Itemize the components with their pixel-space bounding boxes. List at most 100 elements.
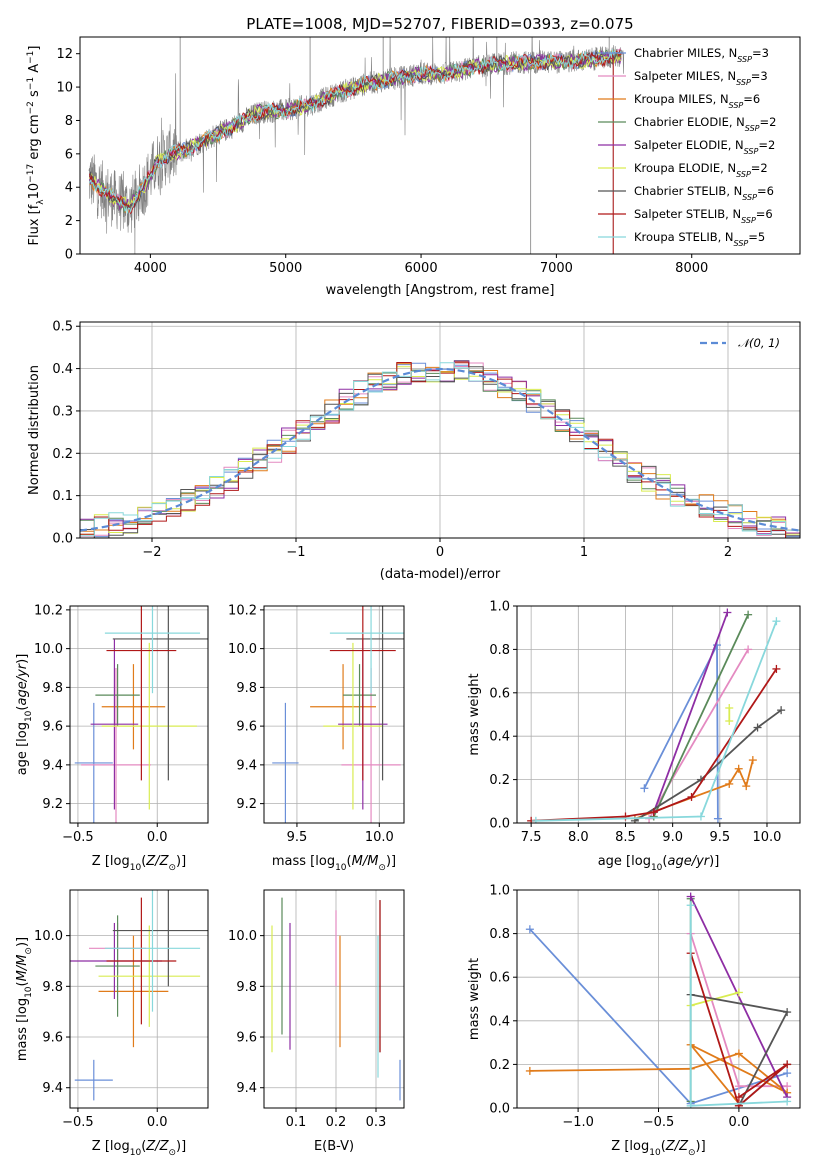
y-tick-label: 9.8 bbox=[236, 681, 257, 696]
errorbar-salpeter_stelib bbox=[106, 606, 177, 781]
errorbar-chabrier_elodie bbox=[95, 915, 140, 1017]
plot-frame bbox=[69, 889, 209, 1109]
legend-label-salpeter_stelib: Salpeter STELIB, NSSP=6 bbox=[634, 207, 773, 225]
errorbar-chabrier_stelib bbox=[346, 606, 404, 781]
y-tick-label: 1.0 bbox=[489, 600, 510, 615]
errorbar-kroupa_miles bbox=[98, 935, 169, 1048]
x-axis-label: Z [log10(Z/Z⊙)] bbox=[92, 854, 186, 873]
y-axis-label: Normed distribution bbox=[27, 365, 42, 495]
marker-chabrier_stelib bbox=[777, 706, 786, 715]
mass-weight-lines bbox=[525, 892, 792, 1108]
marker-salpeter_stelib bbox=[687, 792, 696, 801]
y-tick-label: 0.2 bbox=[489, 1058, 510, 1073]
y-axis-label: age [log10(age/yr)] bbox=[15, 654, 34, 776]
plot-frame bbox=[79, 321, 801, 539]
plot-frame bbox=[516, 605, 801, 824]
normal-curve bbox=[80, 367, 800, 532]
x-axis-label: (data-model)/error bbox=[380, 567, 501, 582]
x-tick-label: 0.0 bbox=[147, 1115, 168, 1130]
mass-weight-lines bbox=[527, 608, 786, 823]
marker-salpeter_stelib bbox=[649, 808, 658, 817]
errorbar-kroupa_miles bbox=[101, 664, 166, 750]
marker-chabrier_miles bbox=[783, 1069, 792, 1078]
x-tick-label: 0 bbox=[436, 545, 444, 560]
errorbar-kroupa_elodie bbox=[323, 642, 383, 810]
marker-kroupa_stelib bbox=[686, 1101, 695, 1108]
y-tick-label: 10.0 bbox=[34, 929, 63, 944]
legend-label-chabrier_stelib: Chabrier STELIB, NSSP=6 bbox=[634, 184, 774, 202]
y-tick-label: 0.4 bbox=[489, 1014, 510, 1029]
series-kroupa_miles bbox=[529, 1043, 788, 1105]
marker-kroupa_stelib bbox=[696, 812, 705, 821]
x-tick-label: −1 bbox=[286, 545, 305, 560]
marker-kroupa_elodie bbox=[734, 988, 743, 997]
y-tick-label: 9.4 bbox=[42, 1081, 63, 1096]
errorbars bbox=[272, 606, 404, 823]
y-axis-label: Flux [fλ10−17 erg cm−2 s−1 A−1] bbox=[26, 46, 46, 246]
marker-kroupa_miles bbox=[748, 756, 757, 765]
y-tick-label: 10.0 bbox=[228, 929, 257, 944]
y-tick-label: 12 bbox=[56, 47, 73, 62]
legend-label-chabrier_elodie: Chabrier ELODIE, NSSP=2 bbox=[634, 115, 776, 133]
y-axis-label: mass [log10(M/M⊙)] bbox=[15, 937, 34, 1061]
errorbar-kroupa_stelib bbox=[329, 606, 404, 694]
y-tick-label: 0 bbox=[65, 248, 73, 263]
y-tick-label: 9.6 bbox=[236, 720, 257, 735]
x-axis-label: mass [log10(M/M⊙)] bbox=[272, 854, 396, 873]
histograms bbox=[80, 360, 800, 538]
marker-chabrier_miles bbox=[640, 784, 649, 793]
y-tick-label: 9.2 bbox=[236, 797, 257, 812]
axes-spectrum: 4000 5000 6000 7000 8000 0 2 4 6 8 10 12 Chabrier MI… bbox=[26, 36, 801, 298]
series-kroupa_stelib bbox=[535, 620, 778, 822]
x-tick-label: −2 bbox=[142, 545, 161, 560]
marker-kroupa_miles bbox=[734, 1049, 743, 1058]
errorbar-salpeter_stelib bbox=[106, 897, 177, 1025]
errorbar-chabrier_miles bbox=[74, 702, 113, 823]
x-axis-label: Z [log10(Z/Z⊙)] bbox=[611, 1139, 705, 1158]
marker-kroupa_stelib bbox=[783, 1097, 792, 1106]
y-axis-label: mass weight bbox=[467, 958, 482, 1040]
x-axis-label: E(B-V) bbox=[314, 1139, 354, 1154]
series-salpeter_elodie bbox=[689, 896, 788, 1098]
y-tick-label: 10.0 bbox=[228, 642, 257, 657]
plot-frame bbox=[516, 889, 801, 1109]
y-tick-label: 8 bbox=[65, 114, 73, 129]
plot-frame bbox=[69, 605, 209, 824]
marker-salpeter_elodie bbox=[723, 608, 732, 617]
y-tick-label: 0.5 bbox=[52, 320, 73, 335]
x-tick-label: 8000 bbox=[675, 261, 708, 276]
legend-label-chabrier_miles: Chabrier MILES, NSSP=3 bbox=[634, 46, 769, 64]
legend-label-salpeter_miles: Salpeter MILES, NSSP=3 bbox=[634, 69, 768, 87]
x-tick-label: 5000 bbox=[269, 261, 302, 276]
errorbar-chabrier_elodie bbox=[343, 664, 376, 727]
y-tick-label: 9.6 bbox=[236, 1031, 257, 1046]
y-tick-label: 9.4 bbox=[42, 758, 63, 773]
model-spectrum-kroupa_elodie bbox=[89, 49, 622, 207]
errorbar-kroupa_miles bbox=[310, 664, 376, 750]
plot-frame bbox=[79, 36, 801, 255]
x-axis-label: age [log10(age/yr)] bbox=[598, 854, 720, 873]
errorbar-chabrier_stelib bbox=[112, 606, 208, 781]
axes-age-vs-mass: 9.5 10.0 9.2 9.4 9.6 9.8 10.0 10.2 mass [log10(M… bbox=[228, 603, 405, 873]
x-tick-label: 9.5 bbox=[287, 830, 308, 845]
marker-kroupa_elodie bbox=[725, 717, 734, 726]
errorbar-kroupa_stelib bbox=[104, 606, 201, 694]
marker-kroupa_miles bbox=[742, 782, 751, 791]
y-tick-label: 10.2 bbox=[228, 603, 257, 618]
y-tick-label: 9.8 bbox=[42, 681, 63, 696]
marker-kroupa_stelib bbox=[772, 617, 781, 626]
x-tick-label: 9.5 bbox=[709, 830, 730, 845]
y-tick-label: 4 bbox=[65, 181, 73, 196]
plot-frame bbox=[263, 889, 405, 1109]
y-tick-label: 0.8 bbox=[489, 643, 510, 658]
errorbar-salpeter_elodie bbox=[90, 638, 139, 810]
y-tick-label: 0.2 bbox=[489, 773, 510, 788]
errorbar-salpeter_miles bbox=[341, 668, 401, 823]
errorbar-chabrier_miles bbox=[272, 702, 299, 823]
x-tick-label: 1 bbox=[580, 545, 588, 560]
model-spectrum-chabrier_miles bbox=[89, 49, 622, 212]
y-tick-label: 0.6 bbox=[489, 971, 510, 986]
y-tick-label: 0.8 bbox=[489, 927, 510, 942]
y-tick-label: 0.2 bbox=[52, 447, 73, 462]
y-tick-label: 0.3 bbox=[52, 404, 73, 419]
